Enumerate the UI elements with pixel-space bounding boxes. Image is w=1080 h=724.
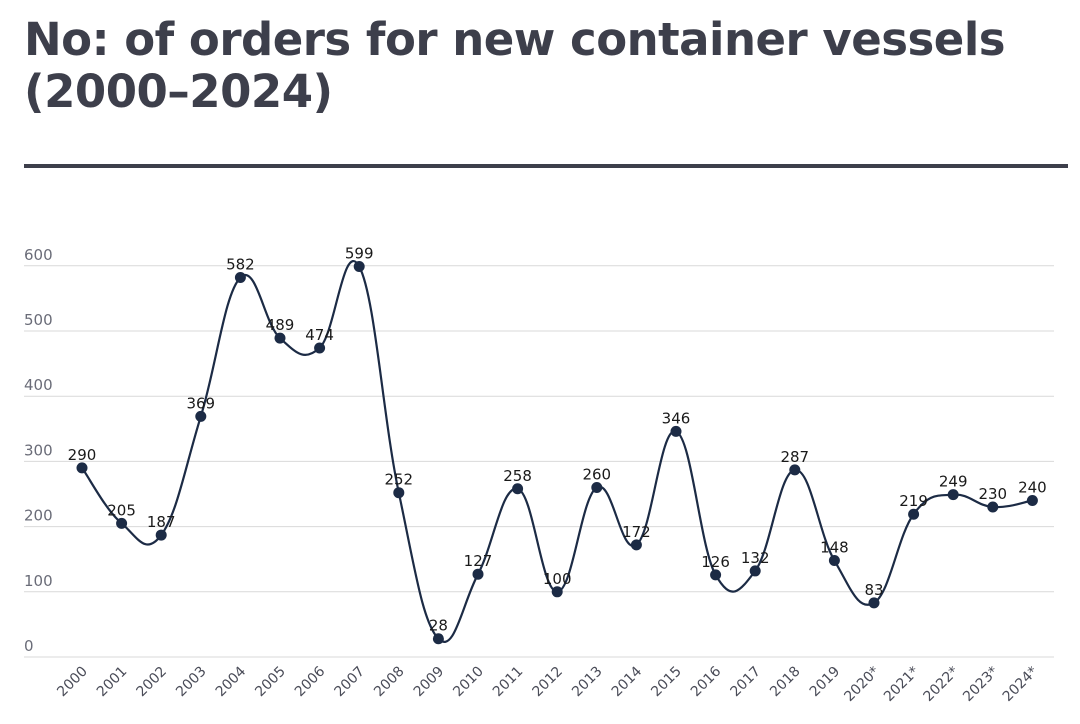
- data-label-2014: 172: [622, 523, 651, 541]
- grid-lines: [24, 265, 1054, 658]
- data-label-2002: 187: [147, 513, 176, 531]
- data-point-2004: [234, 272, 246, 284]
- y-tick-label-200: 200: [24, 507, 53, 525]
- data-point-2013: [591, 481, 603, 493]
- x-tick-label-2004: 2004: [213, 663, 250, 700]
- data-label-2021p: 219: [899, 492, 928, 510]
- x-tick-label-2022p: 2022*: [921, 664, 962, 705]
- y-tick-label-500: 500: [24, 311, 53, 329]
- title-divider: [24, 164, 1068, 168]
- y-axis-ticks: 0 100 200 300 400 500 600: [24, 246, 53, 655]
- data-point-2018: [789, 464, 801, 476]
- x-tick-label-2000: 2000: [54, 664, 91, 701]
- data-point-2020p: [868, 597, 880, 609]
- data-label-2020p: 83: [864, 581, 883, 599]
- data-point-2012: [551, 586, 563, 598]
- data-point-2010: [472, 568, 484, 580]
- data-point-2008: [393, 487, 405, 499]
- x-tick-label-2021p: 2021*: [881, 664, 922, 705]
- x-tick-label-2011: 2011: [490, 664, 527, 701]
- x-tick-label-2019: 2019: [807, 664, 844, 701]
- x-tick-label-2018: 2018: [767, 664, 804, 701]
- data-label-2018: 287: [780, 448, 809, 466]
- x-tick-label-2012: 2012: [530, 664, 567, 701]
- x-tick-label-2023p: 2023*: [960, 664, 1001, 705]
- data-point-2003: [195, 410, 207, 422]
- x-tick-label-2017: 2017: [728, 664, 765, 701]
- data-point-2001: [116, 517, 128, 529]
- data-point-2007: [353, 260, 365, 272]
- y-tick-label-600: 600: [24, 246, 53, 264]
- data-label-2015: 346: [662, 409, 691, 427]
- data-label-2006: 474: [305, 326, 334, 344]
- data-label-2019: 148: [820, 539, 849, 557]
- data-point-2022p: [947, 489, 959, 501]
- data-point-2019: [828, 555, 840, 567]
- x-tick-label-2003: 2003: [173, 664, 210, 701]
- x-tick-label-2015: 2015: [648, 664, 685, 701]
- data-label-2003: 369: [186, 394, 215, 412]
- data-label-2023p: 230: [978, 485, 1007, 503]
- chart-title: No: of orders for new container vessels …: [24, 13, 1006, 118]
- data-label-2009: 28: [429, 617, 448, 635]
- x-axis-ticks: 2000 2001 2002 2003 2004 2005 2006 2007 2008 2009…: [54, 663, 1041, 705]
- data-label-2001: 205: [107, 501, 136, 519]
- data-labels: 290 205 187 369 582 489 474 599 252 28 127 258 100 26…: [68, 244, 1047, 634]
- data-label-2011: 258: [503, 467, 532, 485]
- x-tick-label-2005: 2005: [252, 664, 289, 701]
- data-point-2009: [432, 633, 444, 645]
- data-label-2016: 126: [701, 553, 730, 571]
- x-tick-label-2010: 2010: [450, 664, 487, 701]
- x-tick-label-2016: 2016: [688, 663, 725, 700]
- data-label-2017: 132: [741, 549, 770, 567]
- data-label-2000: 290: [68, 446, 97, 464]
- x-tick-label-2006: 2006: [292, 663, 329, 700]
- x-tick-label-2002: 2002: [134, 664, 171, 701]
- data-point-2024p: [1026, 495, 1038, 507]
- data-point-2015: [670, 425, 682, 437]
- y-tick-label-100: 100: [24, 572, 53, 590]
- y-tick-label-0: 0: [24, 637, 34, 655]
- data-label-2012: 100: [543, 570, 572, 588]
- x-tick-label-2007: 2007: [332, 664, 369, 701]
- data-point-2017: [749, 565, 761, 577]
- data-point-2002: [155, 529, 167, 541]
- data-points: [76, 260, 1038, 645]
- data-label-2008: 252: [384, 471, 413, 489]
- data-point-2016: [710, 569, 722, 581]
- data-point-2005: [274, 332, 286, 344]
- data-point-2014: [630, 539, 642, 551]
- data-point-2006: [314, 342, 326, 354]
- data-point-2023p: [987, 501, 999, 513]
- data-point-2000: [76, 462, 88, 474]
- data-label-2007: 599: [345, 244, 374, 262]
- x-tick-label-2013: 2013: [569, 664, 606, 701]
- x-tick-label-2024p: 2024*: [1000, 664, 1041, 705]
- data-label-2013: 260: [582, 465, 611, 483]
- x-tick-label-2001: 2001: [94, 664, 131, 701]
- data-label-2010: 127: [464, 552, 493, 570]
- x-tick-label-2008: 2008: [371, 664, 408, 701]
- data-label-2004: 582: [226, 256, 255, 274]
- data-label-2005: 489: [266, 316, 295, 334]
- x-tick-label-2009: 2009: [411, 664, 448, 701]
- x-tick-label-2020p: 2020*: [841, 664, 882, 705]
- data-point-2011: [512, 483, 524, 495]
- data-label-2024p: 240: [1018, 479, 1047, 497]
- y-tick-label-400: 400: [24, 376, 53, 394]
- data-label-2022p: 249: [939, 473, 968, 491]
- y-tick-label-300: 300: [24, 441, 53, 459]
- x-tick-label-2014: 2014: [609, 663, 646, 700]
- data-point-2021p: [908, 508, 920, 520]
